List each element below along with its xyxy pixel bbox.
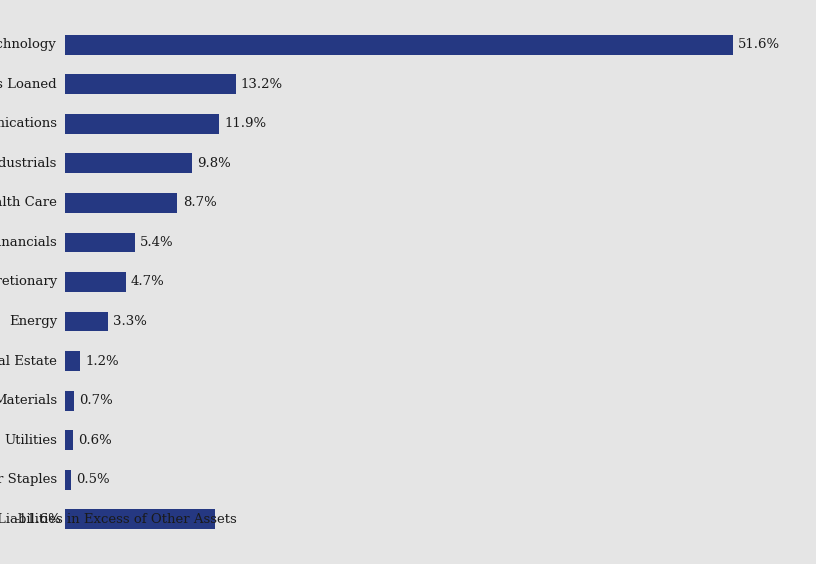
Text: Liabilities in Excess of Other Assets: Liabilities in Excess of Other Assets: [0, 513, 237, 526]
Text: Real Estate: Real Estate: [0, 355, 57, 368]
Text: 0.6%: 0.6%: [78, 434, 112, 447]
Text: Technology: Technology: [0, 38, 57, 51]
Text: 13.2%: 13.2%: [241, 78, 283, 91]
Bar: [64, 272, 126, 292]
Bar: [64, 509, 215, 529]
Text: Health Care: Health Care: [0, 196, 57, 209]
Bar: [64, 430, 73, 450]
Text: -11.6%: -11.6%: [14, 513, 61, 526]
Text: 9.8%: 9.8%: [197, 157, 231, 170]
Bar: [64, 232, 135, 252]
Text: 1.2%: 1.2%: [86, 355, 119, 368]
Text: Materials: Materials: [0, 394, 57, 407]
Text: Consumer Discretionary: Consumer Discretionary: [0, 275, 57, 289]
Text: Energy: Energy: [9, 315, 57, 328]
Text: Industrials: Industrials: [0, 157, 57, 170]
Text: 4.7%: 4.7%: [131, 275, 165, 289]
Bar: [64, 351, 80, 371]
Text: 51.6%: 51.6%: [738, 38, 780, 51]
Text: Collateral for Securities Loaned: Collateral for Securities Loaned: [0, 78, 57, 91]
Text: 8.7%: 8.7%: [183, 196, 216, 209]
Bar: [64, 470, 71, 490]
Bar: [64, 35, 733, 55]
Text: 11.9%: 11.9%: [224, 117, 266, 130]
Text: Utilities: Utilities: [4, 434, 57, 447]
Bar: [64, 312, 108, 332]
Bar: [64, 391, 73, 411]
Bar: [64, 74, 236, 94]
Text: 3.3%: 3.3%: [113, 315, 147, 328]
Text: Financials: Financials: [0, 236, 57, 249]
Bar: [64, 193, 177, 213]
Text: 0.5%: 0.5%: [77, 473, 110, 486]
Text: 0.7%: 0.7%: [79, 394, 113, 407]
Text: Consumer Staples: Consumer Staples: [0, 473, 57, 486]
Bar: [64, 114, 219, 134]
Bar: [64, 153, 192, 173]
Text: 5.4%: 5.4%: [140, 236, 174, 249]
Text: Communications: Communications: [0, 117, 57, 130]
